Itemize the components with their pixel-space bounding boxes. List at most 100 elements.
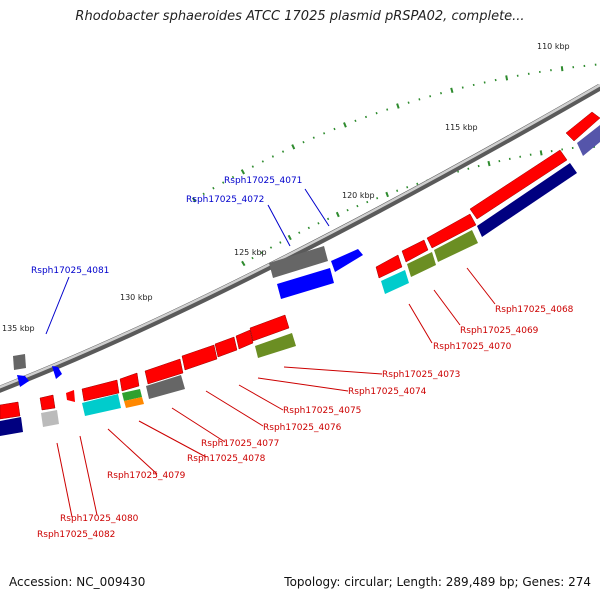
ruler-label-120: 120 kbp [342, 191, 375, 200]
leader-line-4082 [79, 435, 98, 516]
outer-feature-track [13, 246, 363, 387]
gene-label-4073[interactable]: Rsph17025_4073 [382, 370, 460, 380]
cds-block [565, 111, 600, 142]
ruler-tick [418, 98, 421, 101]
ruler-tick [346, 208, 349, 212]
ruler-tick [317, 222, 320, 225]
gene-label-4079[interactable]: Rsph17025_4079 [107, 471, 186, 481]
blue-feature-arrow [52, 366, 62, 379]
grey-feature-block [269, 246, 328, 278]
ruler-label-125: 125 kbp [234, 248, 267, 257]
ruler-tick [312, 136, 315, 139]
gene-label-4069[interactable]: Rsph17025_4069 [460, 326, 539, 336]
leader-line-4071 [304, 188, 330, 227]
ruler-tick [498, 160, 501, 163]
blue-feature-arrow [331, 249, 363, 272]
outer-tick-ring [191, 63, 597, 203]
ruler-tick [202, 192, 205, 196]
accession-text: Accession: NC_009430 [9, 575, 146, 589]
gene-label-4077[interactable]: Rsph17025_4077 [201, 439, 279, 449]
ruler-label-110: 110 kbp [537, 42, 570, 51]
leader-line-4077 [171, 407, 226, 443]
cds-block [0, 401, 21, 420]
ruler-label-115: 115 kbp [445, 123, 478, 132]
gene-label-4068[interactable]: Rsph17025_4068 [495, 305, 574, 315]
ruler-tick [261, 160, 264, 163]
gene-label-4082[interactable]: Rsph17025_4082 [37, 530, 115, 540]
cds-block [469, 149, 568, 220]
ruler-tick [505, 75, 509, 81]
cds-block [214, 336, 238, 358]
gene-label-4076[interactable]: Rsph17025_4076 [263, 423, 342, 433]
ruler-tick [356, 204, 359, 208]
ruler-tick [483, 81, 486, 84]
ruler-tick [396, 189, 399, 192]
leader-line-4076 [205, 390, 264, 427]
genome-summary-text: Topology: circular; Length: 289,489 bp; … [284, 575, 591, 589]
ruler-tick [439, 91, 443, 95]
blue-feature-block [277, 268, 334, 299]
ruler-tick [271, 155, 274, 158]
ruler-tick [240, 169, 245, 175]
ruler-tick [429, 95, 432, 98]
ruler-tick [450, 87, 454, 94]
green-feature-block [122, 389, 142, 401]
gene-label-4078[interactable]: Rsph17025_4078 [187, 454, 266, 464]
ruler-tick [302, 140, 305, 144]
ruler-tick [461, 86, 464, 89]
ruler-tick [366, 200, 369, 204]
plasmid-backbone [0, 83, 600, 393]
ruler-tick [212, 186, 215, 190]
cds-block [39, 394, 56, 411]
leader-line-4073 [283, 366, 383, 375]
cds-block [401, 239, 429, 263]
cds-block [235, 329, 254, 350]
ruler-tick [241, 260, 246, 267]
light-grey-feature-block [41, 410, 59, 427]
reverse-cds-block [477, 163, 577, 237]
ruler-tick [307, 226, 310, 230]
ruler-tick [407, 101, 410, 104]
ruler-tick [291, 144, 296, 150]
olive-feature-block [407, 252, 436, 277]
reverse-cds-block [577, 125, 600, 156]
leader-line-4069 [433, 289, 461, 326]
gene-label-4080[interactable]: Rsph17025_4080 [60, 514, 139, 524]
ruler-tick [231, 175, 235, 179]
gene-label-4081[interactable]: Rsph17025_4081 [31, 266, 109, 276]
ruler-tick [477, 164, 480, 168]
gene-label-4070[interactable]: Rsph17025_4070 [433, 342, 512, 352]
cds-block [375, 254, 403, 279]
ruler-label-130: 130 kbp [120, 293, 153, 302]
cds-block [249, 314, 290, 342]
cds-block [426, 213, 477, 249]
cyan-feature-block [82, 394, 121, 416]
gene-label-4074[interactable]: Rsph17025_4074 [348, 387, 427, 397]
ruler-tick [560, 66, 564, 72]
gene-label-4075[interactable]: Rsph17025_4075 [283, 406, 361, 416]
ruler-tick [327, 217, 330, 221]
ruler-tick [354, 119, 357, 123]
plasmid-backbone-highlight [0, 83, 600, 389]
reverse-cds-block [0, 417, 23, 436]
leader-line-4075 [238, 384, 284, 411]
olive-feature-block [255, 333, 296, 358]
ruler-tick [487, 160, 491, 167]
ruler-tick [416, 182, 419, 186]
ruler-tick [333, 127, 336, 131]
ruler-tick [385, 191, 389, 198]
cds-block [81, 379, 120, 402]
leader-line-4068 [466, 267, 496, 305]
ruler-tick [191, 197, 197, 203]
gene-label-4072[interactable]: Rsph17025_4072 [186, 195, 264, 205]
gene-label-4071[interactable]: Rsph17025_4071 [224, 176, 302, 186]
ruler-tick [222, 181, 225, 184]
ruler-tick [343, 122, 347, 128]
cds-block [181, 344, 218, 371]
upper-feature-track [0, 111, 600, 420]
leader-line-4072 [267, 204, 291, 247]
ruler-tick [251, 256, 254, 260]
orange-feature-block [124, 397, 144, 408]
